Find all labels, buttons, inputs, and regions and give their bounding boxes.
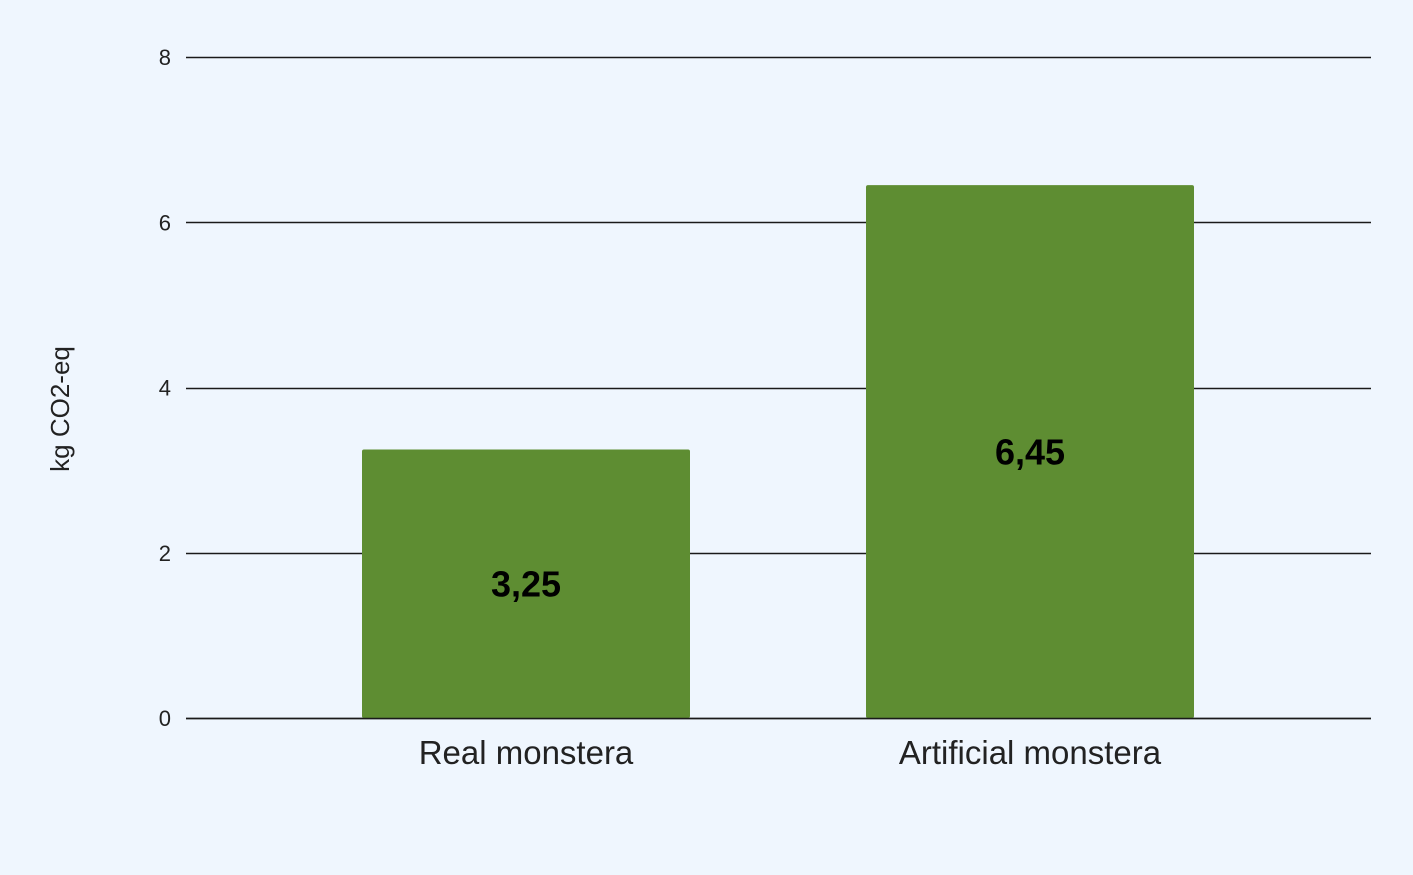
x-tick-label: Artificial monstera <box>899 734 1162 771</box>
y-tick-label: 4 <box>159 376 171 401</box>
y-tick-label: 0 <box>159 706 171 731</box>
y-tick-label: 6 <box>159 210 171 235</box>
y-tick-label: 2 <box>159 541 171 566</box>
x-tick-label: Real monstera <box>419 734 634 771</box>
x-axis-ticks: Real monstera Artificial monstera <box>419 734 1162 771</box>
y-axis-title: kg CO2-eq <box>45 346 75 472</box>
bar <box>362 449 690 718</box>
y-axis-ticks: 0 2 4 6 8 <box>159 45 171 731</box>
bar <box>866 185 1194 719</box>
bars: 3,25 6,45 <box>186 185 1371 720</box>
bar-data-label: 3,25 <box>491 564 561 605</box>
y-tick-label: 8 <box>159 45 171 70</box>
bar-data-label: 6,45 <box>995 432 1065 473</box>
